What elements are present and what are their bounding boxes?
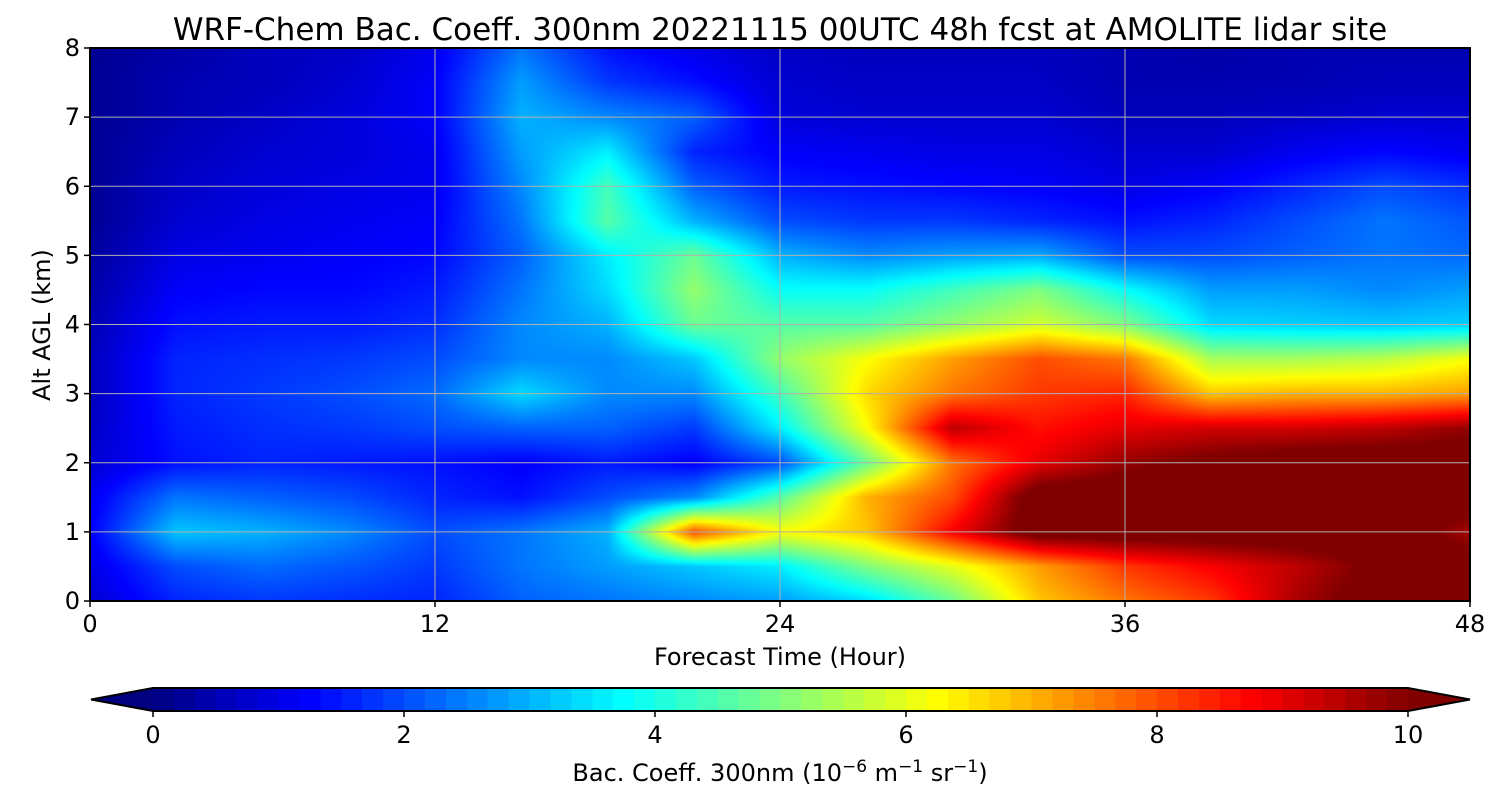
- x-axis-ticks: 0 12 24 36 48: [82, 601, 1485, 638]
- y-tick-label: 7: [65, 103, 80, 131]
- y-tick-label: 0: [65, 587, 80, 615]
- chart-title: WRF-Chem Bac. Coeff. 300nm 20221115 00UT…: [173, 12, 1387, 48]
- colorbar-label: Bac. Coeff. 300nm (10−6 m−1 sr−1): [572, 757, 987, 787]
- plot-area: [89, 47, 1471, 602]
- grid-lines: [90, 48, 1470, 601]
- y-tick-label: 8: [65, 34, 80, 62]
- y-axis-label: Alt AGL (km): [28, 249, 56, 401]
- y-tick-label: 6: [65, 172, 80, 200]
- colorbar-tick-label: 0: [145, 721, 160, 749]
- colorbar-tick-label: 10: [1393, 721, 1424, 749]
- colorbar-tick-label: 8: [1149, 721, 1164, 749]
- y-tick-label: 5: [65, 241, 80, 269]
- colorbar-tick-label: 6: [898, 721, 913, 749]
- colorbar-extend-over: [1408, 688, 1470, 711]
- y-tick-label: 4: [65, 311, 80, 339]
- colorbar-tick-label: 4: [647, 721, 662, 749]
- y-tick-label: 2: [65, 449, 80, 477]
- y-tick-label: 1: [65, 518, 80, 546]
- x-axis-label: Forecast Time (Hour): [654, 643, 906, 671]
- y-tick-label: 3: [65, 380, 80, 408]
- x-tick-label: 24: [765, 610, 796, 638]
- colorbar: 0 2 4 6 8 10 Bac. Coeff. 300nm (10−6 m−1 sr−1…: [90, 687, 1471, 787]
- x-tick-label: 12: [420, 610, 451, 638]
- colorbar-ticks: 0 2 4 6 8 10: [145, 711, 1423, 749]
- colorbar-tick-label: 2: [396, 721, 411, 749]
- colorbar-extend-under: [91, 688, 153, 711]
- x-tick-label: 36: [1110, 610, 1141, 638]
- x-tick-label: 48: [1455, 610, 1486, 638]
- y-axis-ticks: 0 1 2 3 4 5 6 7 8: [65, 34, 90, 615]
- x-tick-label: 0: [82, 610, 97, 638]
- colorbar-gradient: [153, 688, 1408, 711]
